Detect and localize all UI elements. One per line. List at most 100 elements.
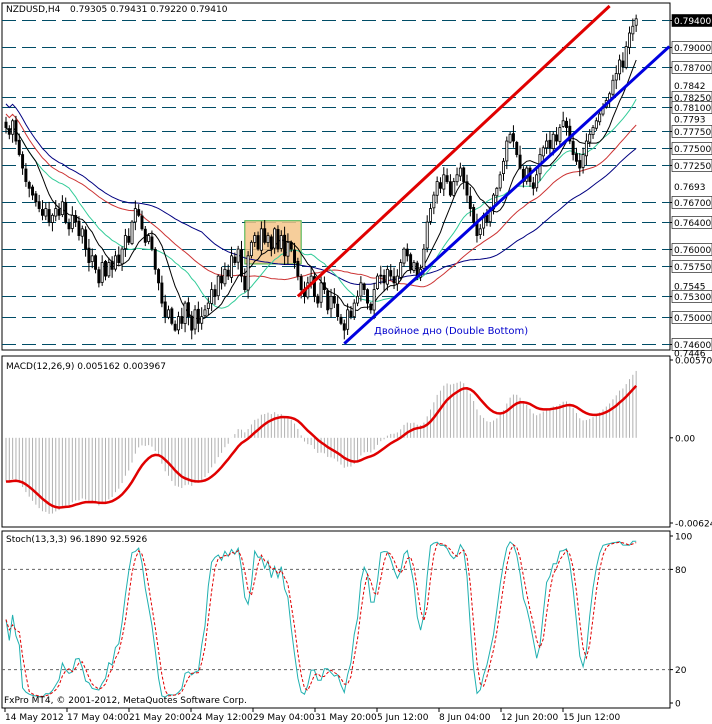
candle-body[interactable]: [591, 127, 595, 136]
candle-body[interactable]: [17, 139, 21, 155]
candle-body[interactable]: [319, 282, 323, 303]
candle-body[interactable]: [7, 128, 11, 135]
candle-body[interactable]: [366, 289, 369, 304]
candle-body[interactable]: [87, 247, 91, 263]
candle-body[interactable]: [312, 276, 316, 297]
candle-body[interactable]: [448, 181, 452, 196]
candle-body[interactable]: [110, 260, 114, 270]
candle-body[interactable]: [379, 274, 383, 277]
candle-body[interactable]: [322, 282, 326, 291]
candle-body[interactable]: [326, 290, 330, 311]
candle-body[interactable]: [253, 235, 257, 243]
candle-body[interactable]: [216, 275, 220, 297]
candle-body[interactable]: [455, 174, 459, 183]
candle-body[interactable]: [104, 260, 107, 277]
candle-body[interactable]: [143, 228, 147, 243]
candle-body[interactable]: [97, 269, 101, 284]
candle-body[interactable]: [50, 214, 54, 223]
candle-body[interactable]: [409, 254, 413, 270]
candle-body[interactable]: [130, 221, 134, 244]
candle-body[interactable]: [293, 249, 297, 263]
candle-body[interactable]: [80, 228, 84, 237]
candle-body[interactable]: [588, 133, 592, 143]
candle-body[interactable]: [465, 181, 469, 196]
candle-body[interactable]: [243, 275, 247, 291]
candle-body[interactable]: [399, 262, 403, 278]
candle-body[interactable]: [213, 289, 217, 297]
candle-body[interactable]: [389, 270, 393, 277]
candle-body[interactable]: [47, 209, 51, 223]
candle-body[interactable]: [157, 269, 161, 284]
candle-body[interactable]: [336, 303, 340, 318]
lower-channel-line[interactable]: [343, 45, 671, 345]
candle-body[interactable]: [432, 194, 436, 209]
candle-body[interactable]: [478, 228, 482, 235]
candle-body[interactable]: [41, 209, 44, 216]
candle-body[interactable]: [183, 302, 187, 324]
candle-body[interactable]: [100, 262, 104, 283]
candle-body[interactable]: [180, 316, 184, 324]
candle-body[interactable]: [452, 181, 456, 196]
candle-body[interactable]: [296, 260, 300, 277]
candle-body[interactable]: [545, 140, 549, 149]
candle-body[interactable]: [508, 133, 512, 143]
candle-body[interactable]: [266, 235, 270, 243]
candle-body[interactable]: [67, 222, 71, 230]
candle-body[interactable]: [279, 235, 283, 249]
upper-channel-line[interactable]: [296, 4, 611, 298]
candle-body[interactable]: [210, 289, 214, 304]
candle-body[interactable]: [339, 316, 343, 324]
candle-body[interactable]: [618, 59, 622, 75]
candle-body[interactable]: [54, 208, 58, 217]
candle-body[interactable]: [395, 275, 399, 285]
candle-body[interactable]: [422, 248, 426, 269]
candle-body[interactable]: [578, 160, 582, 169]
candle-body[interactable]: [140, 215, 144, 230]
trend-channel[interactable]: [296, 4, 671, 345]
candle-body[interactable]: [472, 207, 476, 223]
candle-body[interactable]: [4, 121, 8, 128]
candle-body[interactable]: [429, 208, 433, 222]
candle-body[interactable]: [77, 220, 81, 236]
candle-body[interactable]: [246, 255, 250, 291]
candle-body[interactable]: [515, 141, 519, 155]
candle-body[interactable]: [37, 201, 41, 209]
candle-body[interactable]: [127, 235, 131, 243]
candle-body[interactable]: [329, 295, 333, 310]
candle-body[interactable]: [220, 275, 224, 284]
candle-body[interactable]: [581, 154, 585, 168]
candle-body[interactable]: [614, 73, 618, 81]
candle-body[interactable]: [438, 182, 442, 189]
candle-body[interactable]: [233, 256, 237, 263]
candle-body[interactable]: [74, 215, 78, 223]
candle-body[interactable]: [276, 229, 280, 250]
candle-body[interactable]: [113, 255, 117, 270]
candle-body[interactable]: [568, 125, 572, 142]
candle-body[interactable]: [269, 236, 273, 250]
candlesticks[interactable]: [4, 14, 638, 340]
candle-body[interactable]: [57, 208, 61, 216]
candle-body[interactable]: [24, 168, 28, 182]
candle-body[interactable]: [11, 120, 15, 135]
candle-body[interactable]: [468, 195, 472, 209]
candle-body[interactable]: [571, 141, 575, 155]
candle-body[interactable]: [352, 302, 356, 318]
candle-body[interactable]: [107, 262, 111, 277]
candle-body[interactable]: [332, 296, 336, 304]
candle-body[interactable]: [621, 60, 625, 68]
candle-body[interactable]: [356, 295, 360, 304]
candle-body[interactable]: [84, 229, 88, 250]
candle-body[interactable]: [120, 248, 124, 265]
candle-body[interactable]: [256, 235, 260, 250]
candle-body[interactable]: [236, 248, 240, 263]
candle-body[interactable]: [362, 283, 366, 291]
candle-body[interactable]: [316, 295, 320, 304]
candle-body[interactable]: [349, 310, 353, 318]
candle-body[interactable]: [117, 254, 121, 263]
candle-body[interactable]: [44, 208, 48, 217]
candle-body[interactable]: [153, 248, 157, 270]
candle-body[interactable]: [173, 323, 177, 331]
candle-body[interactable]: [342, 323, 346, 331]
candle-body[interactable]: [551, 133, 555, 149]
candle-body[interactable]: [412, 262, 416, 271]
